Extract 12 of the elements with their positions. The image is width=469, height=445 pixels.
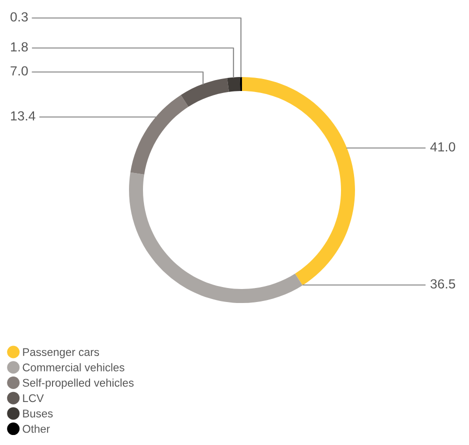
data-label: 13.4 [11, 111, 36, 121]
data-label: 36.5 [430, 279, 456, 289]
legend-label: Other [22, 424, 50, 433]
data-label: 7.0 [10, 66, 28, 76]
data-label: 41.0 [430, 142, 456, 152]
legend-label: Buses [23, 410, 53, 418]
legend-label: Passenger cars [23, 348, 100, 358]
data-label: 1.8 [11, 42, 28, 52]
legend-label: Commercial vehicles [22, 363, 124, 372]
data-label: 0.3 [10, 12, 28, 22]
legend-label: Self-propelled vehicles [22, 378, 134, 389]
legend-label: LCV [23, 394, 44, 402]
